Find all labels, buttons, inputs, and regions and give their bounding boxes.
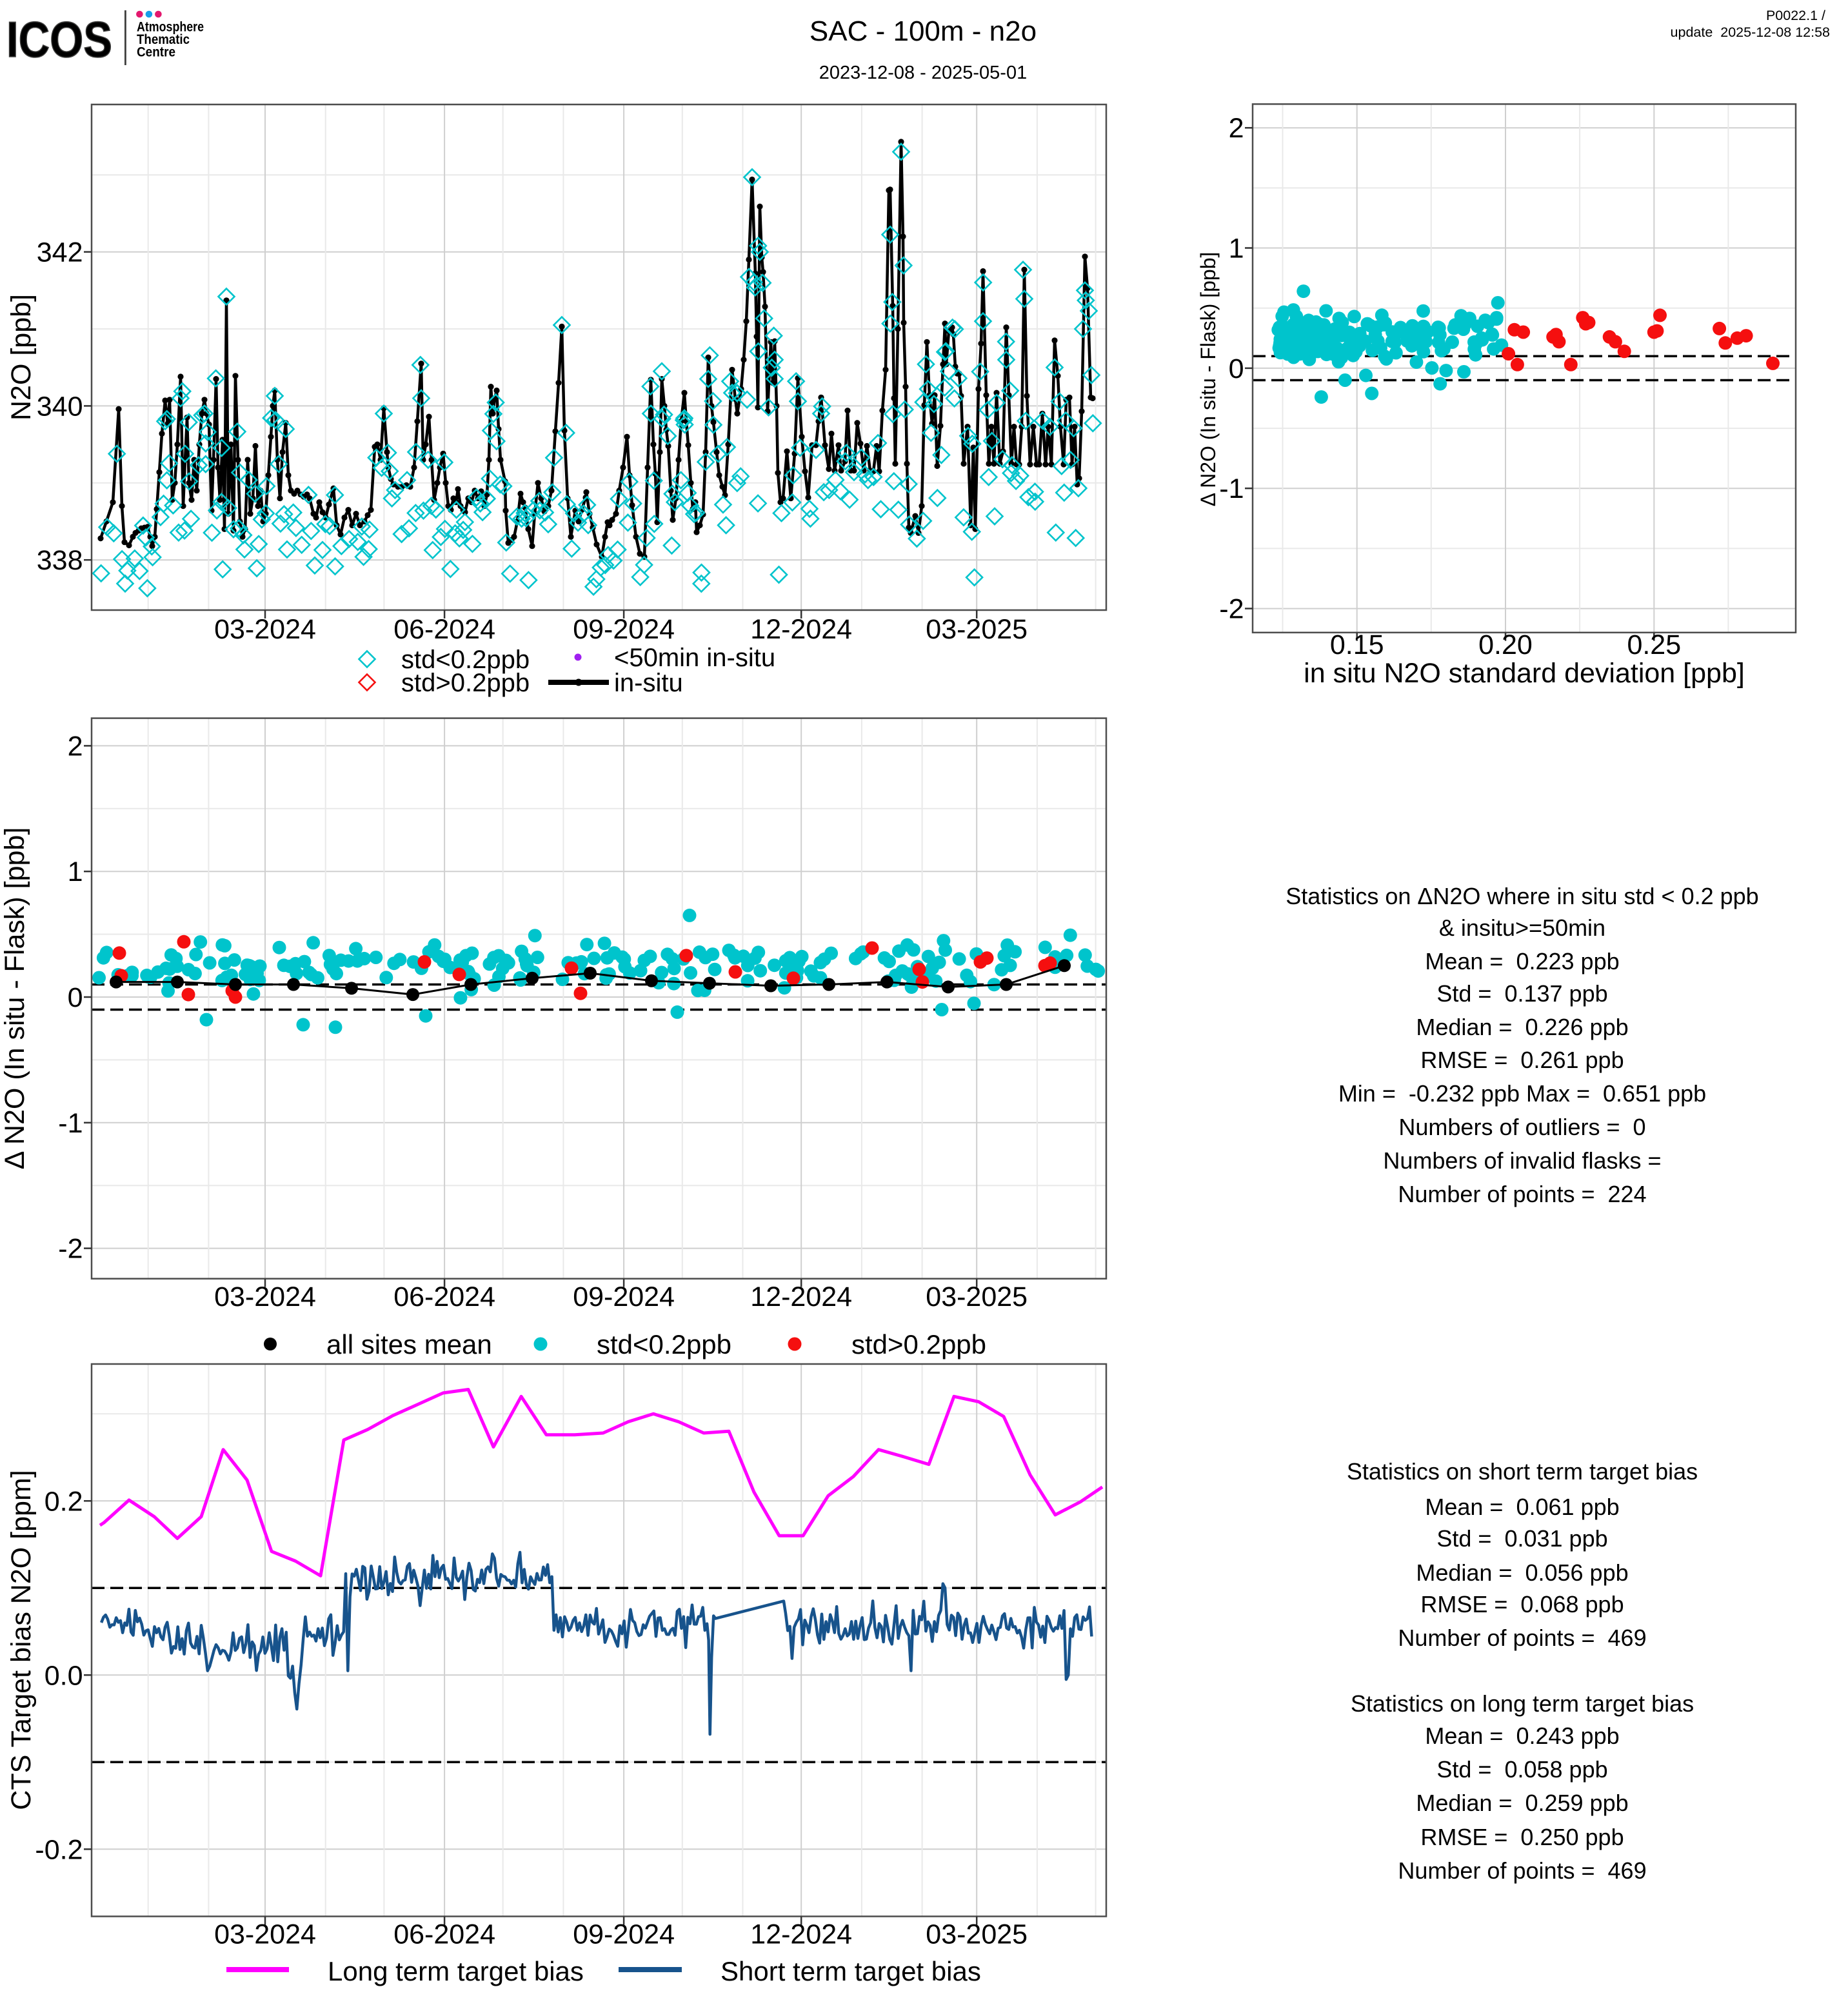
svg-text:0: 0 <box>1229 353 1244 384</box>
svg-text:06-2024: 06-2024 <box>393 1281 495 1312</box>
svg-text:ICOS: ICOS <box>6 11 112 68</box>
svg-text:-1: -1 <box>58 1108 83 1139</box>
svg-text:std>0.2ppb: std>0.2ppb <box>851 1329 986 1359</box>
svg-text:0.20: 0.20 <box>1478 629 1533 660</box>
svg-text:06-2024: 06-2024 <box>393 614 495 645</box>
svg-text:Short term target bias: Short term target bias <box>720 1956 981 1986</box>
svg-text:Numbers of invalid flasks =: Numbers of invalid flasks = <box>1383 1147 1661 1174</box>
svg-text:std<0.2ppb: std<0.2ppb <box>597 1329 731 1359</box>
svg-text:Δ N2O (In situ - Flask) [ppb]: Δ N2O (In situ - Flask) [ppb] <box>0 827 30 1170</box>
svg-text:Long term target bias: Long term target bias <box>328 1956 584 1986</box>
svg-text:Number of points = 469: Number of points = 469 <box>1398 1857 1646 1884</box>
svg-text:03-2025: 03-2025 <box>926 614 1028 645</box>
svg-text:RMSE = 0.261 ppb: RMSE = 0.261 ppb <box>1420 1047 1624 1073</box>
svg-text:Min = -0.232 ppb Max = 0.651: Min = -0.232 ppb Max = 0.651 ppb <box>1338 1080 1706 1107</box>
svg-text:& insitu>=50min: & insitu>=50min <box>1439 915 1605 941</box>
svg-text:in situ N2O standard deviation: in situ N2O standard deviation [ppb] <box>1304 658 1745 689</box>
svg-text:2: 2 <box>68 731 83 762</box>
svg-text:-1: -1 <box>1219 473 1244 504</box>
svg-text:Statistics on short term targe: Statistics on short term target bias <box>1347 1458 1698 1485</box>
svg-text:Statistics on long term target: Statistics on long term target bias <box>1351 1690 1694 1717</box>
svg-text:Std = 0.031 ppb: Std = 0.031 ppb <box>1436 1525 1607 1552</box>
svg-text:Median = 0.056 ppb: Median = 0.056 ppb <box>1416 1559 1628 1586</box>
svg-text:03-2025: 03-2025 <box>926 1281 1028 1312</box>
svg-text:12-2024: 12-2024 <box>750 614 852 645</box>
svg-text:340: 340 <box>37 391 83 422</box>
svg-text:03-2024: 03-2024 <box>214 614 316 645</box>
svg-text:06-2024: 06-2024 <box>393 1919 495 1950</box>
svg-text:0.15: 0.15 <box>1330 629 1384 660</box>
svg-text:Mean = 0.243 ppb: Mean = 0.243 ppb <box>1425 1723 1619 1749</box>
svg-text:1: 1 <box>68 856 83 887</box>
svg-text:RMSE = 0.250 ppb: RMSE = 0.250 ppb <box>1420 1824 1624 1850</box>
svg-text:2: 2 <box>1229 113 1244 144</box>
svg-text:09-2024: 09-2024 <box>573 1919 675 1950</box>
svg-text:12-2024: 12-2024 <box>750 1281 852 1312</box>
svg-text:Number of points = 224: Number of points = 224 <box>1398 1181 1646 1207</box>
svg-text:-2: -2 <box>1219 594 1244 625</box>
svg-text:342: 342 <box>37 237 83 268</box>
svg-text:std>0.2ppb: std>0.2ppb <box>401 669 530 697</box>
svg-text:Std = 0.137 ppb: Std = 0.137 ppb <box>1436 980 1607 1007</box>
svg-text:CTS Target bias N2O [ppm]: CTS Target bias N2O [ppm] <box>6 1470 37 1810</box>
svg-text:03-2025: 03-2025 <box>926 1919 1028 1950</box>
svg-text:Median = 0.259 ppb: Median = 0.259 ppb <box>1416 1790 1628 1816</box>
svg-text:Mean = 0.061 ppb: Mean = 0.061 ppb <box>1425 1494 1619 1520</box>
svg-text:Std = 0.058 ppb: Std = 0.058 ppb <box>1436 1756 1607 1783</box>
svg-text:in-situ: in-situ <box>614 669 683 697</box>
svg-text:<50min in-situ: <50min in-situ <box>614 644 775 672</box>
svg-text:Median = 0.226 ppb: Median = 0.226 ppb <box>1416 1014 1628 1040</box>
svg-text:03-2024: 03-2024 <box>214 1281 316 1312</box>
svg-text:Atmosphere: Atmosphere <box>137 20 204 35</box>
svg-text:0.25: 0.25 <box>1627 629 1681 660</box>
svg-text:-0.2: -0.2 <box>35 1834 83 1865</box>
svg-text:2023-12-08 - 2025-05-01: 2023-12-08 - 2025-05-01 <box>819 63 1027 83</box>
svg-text:Number of points = 469: Number of points = 469 <box>1398 1625 1646 1651</box>
svg-text:Δ N2O (In situ - Flask) [ppb]: Δ N2O (In situ - Flask) [ppb] <box>1197 252 1220 507</box>
svg-text:Statistics on ΔN2O where in si: Statistics on ΔN2O where in situ std < 0… <box>1286 883 1758 909</box>
svg-text:Mean = 0.223 ppb: Mean = 0.223 ppb <box>1425 948 1619 974</box>
svg-text:0.2: 0.2 <box>45 1486 83 1517</box>
svg-text:09-2024: 09-2024 <box>573 614 675 645</box>
svg-text:Numbers of outliers = 0: Numbers of outliers = 0 <box>1398 1114 1645 1140</box>
svg-text:all sites mean: all sites mean <box>326 1329 492 1359</box>
svg-text:338: 338 <box>37 545 83 576</box>
svg-text:RMSE = 0.068 ppb: RMSE = 0.068 ppb <box>1420 1591 1624 1617</box>
svg-text:12-2024: 12-2024 <box>750 1919 852 1950</box>
svg-text:P0022.1 /: P0022.1 / <box>1766 8 1825 23</box>
svg-text:SAC - 100m - n2o: SAC - 100m - n2o <box>810 15 1037 47</box>
svg-text:N2O [ppb]: N2O [ppb] <box>6 294 37 420</box>
svg-text:0.0: 0.0 <box>45 1660 83 1691</box>
svg-text:0: 0 <box>68 982 83 1013</box>
svg-text:-2: -2 <box>58 1234 83 1265</box>
svg-text:03-2024: 03-2024 <box>214 1919 316 1950</box>
svg-text:1: 1 <box>1229 233 1244 264</box>
svg-text:09-2024: 09-2024 <box>573 1281 675 1312</box>
svg-text:update 2025-12-08 12:58: update 2025-12-08 12:58 <box>1671 25 1831 40</box>
svg-text:Centre: Centre <box>137 45 175 60</box>
svg-text:Thematic: Thematic <box>137 32 190 47</box>
svg-text:std<0.2ppb: std<0.2ppb <box>401 646 530 674</box>
